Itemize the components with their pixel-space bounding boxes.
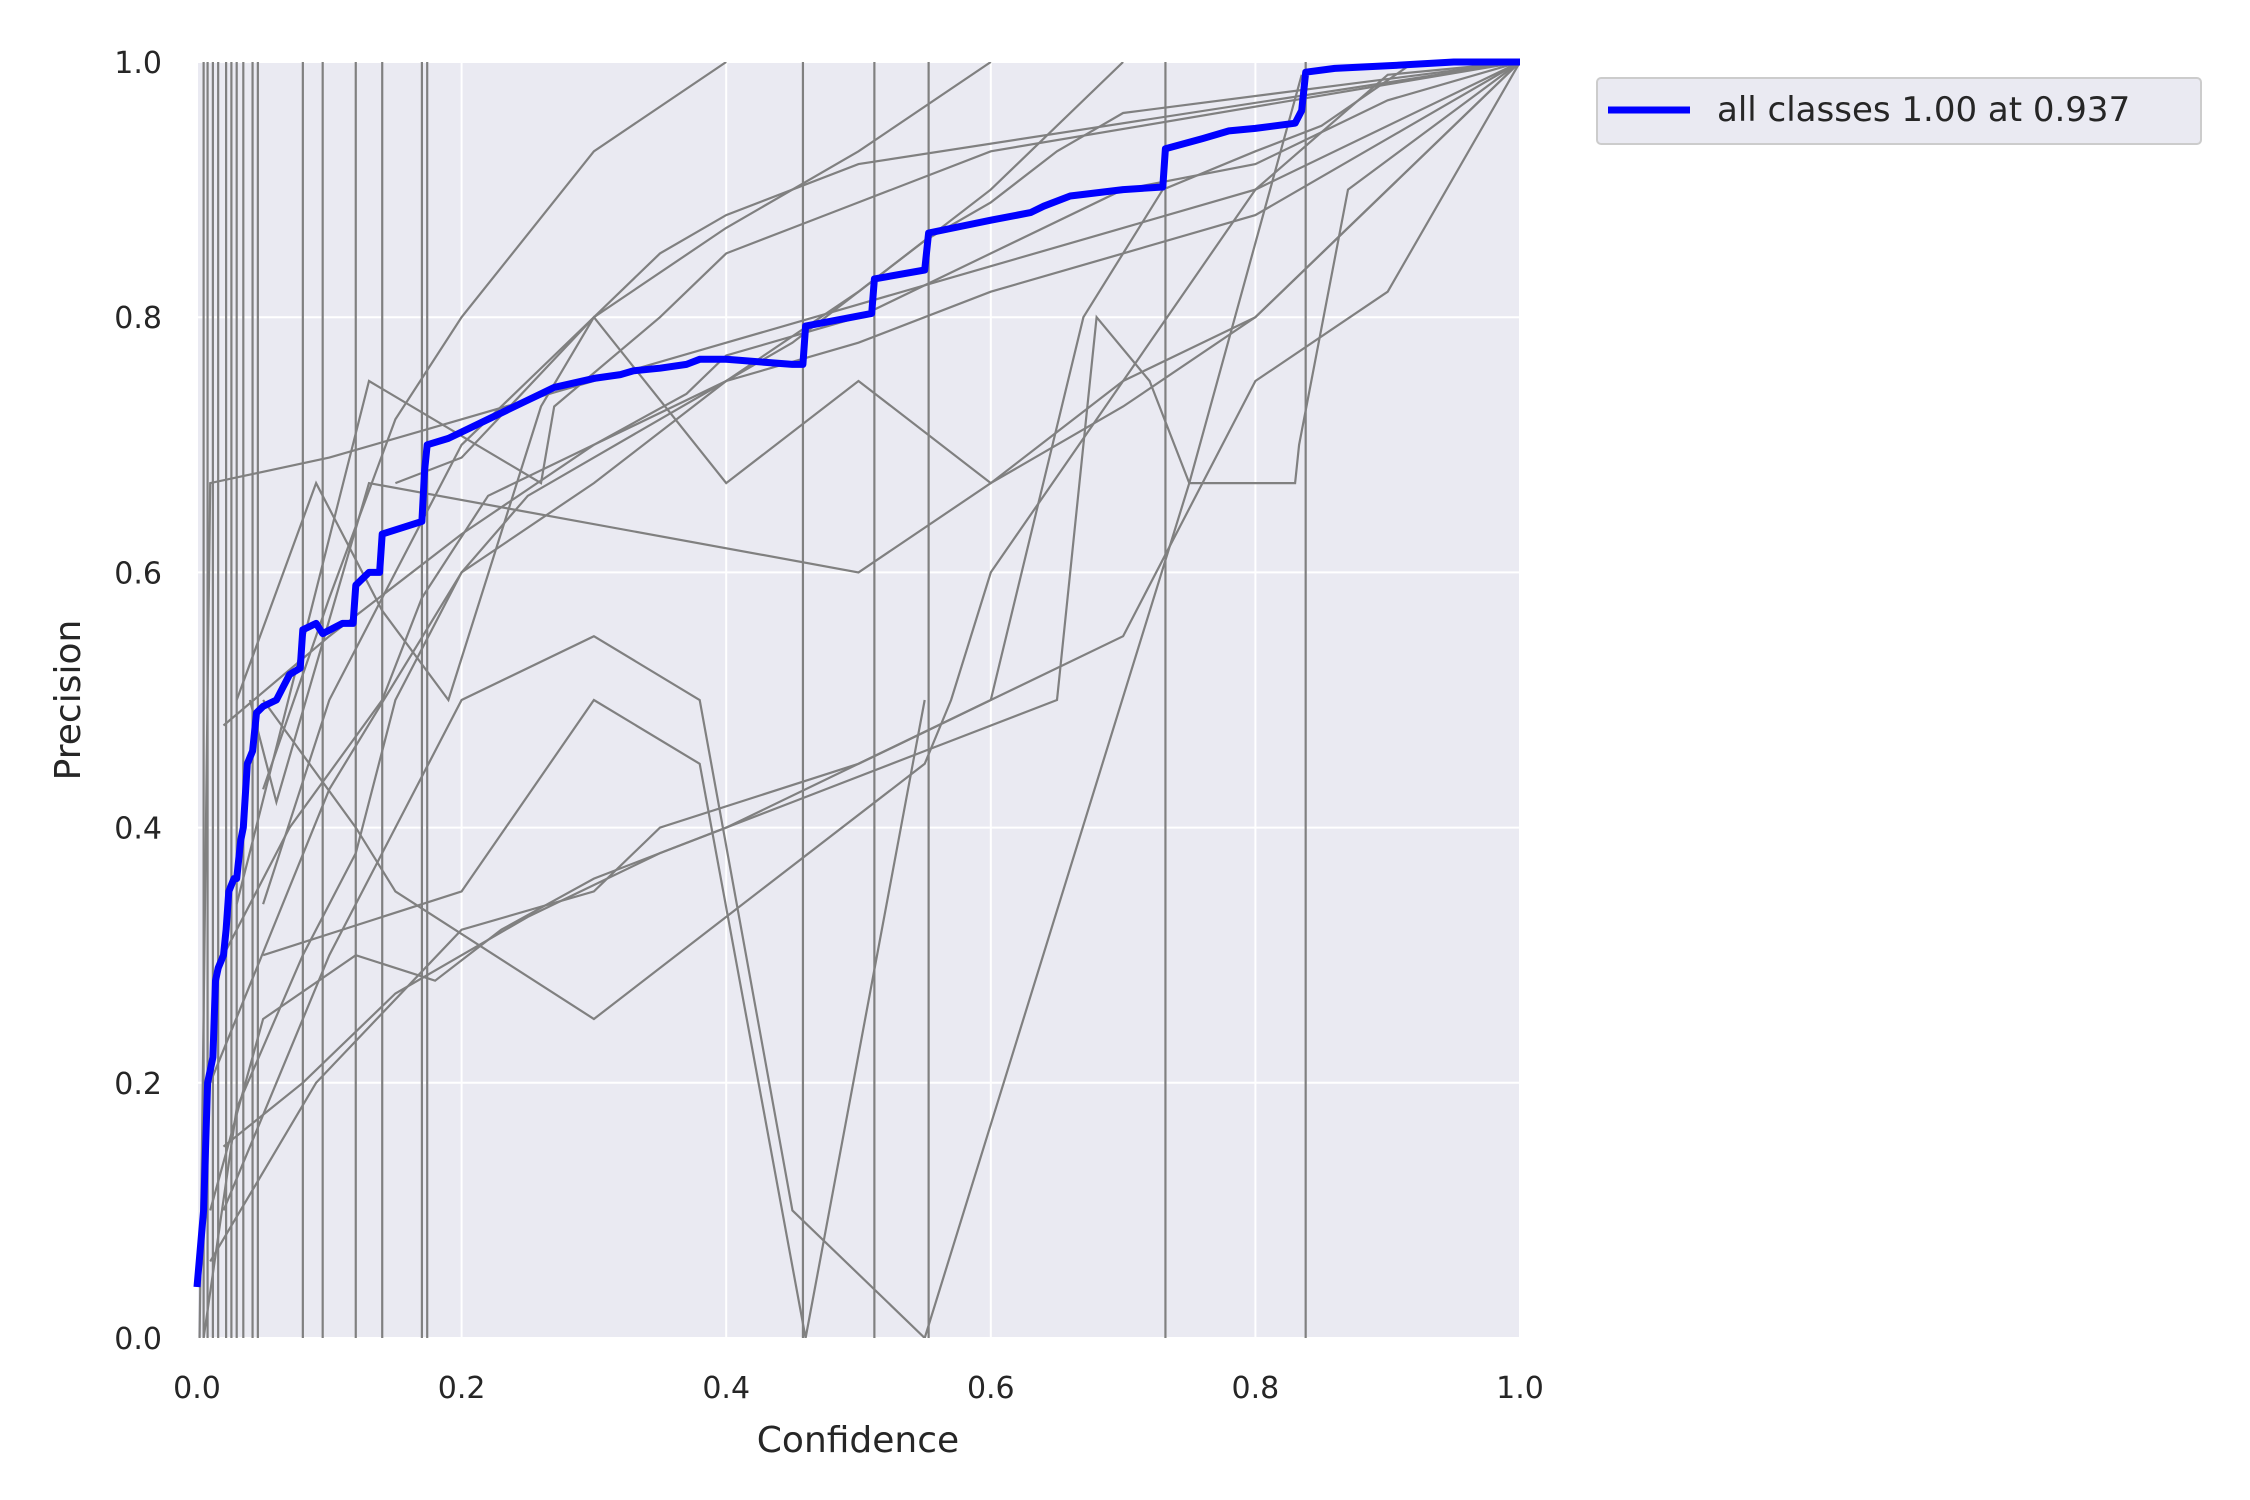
class-curve-15 <box>209 62 1520 1262</box>
y-tick-label: 0.4 <box>114 812 162 847</box>
class-curve-3 <box>222 62 1520 727</box>
y-tick-label: 0.0 <box>114 1322 162 1357</box>
class-curve-13 <box>222 62 1520 1148</box>
x-axis-label: Confidence <box>757 1420 959 1461</box>
x-tick-labels: 0.0 0.2 0.4 0.6 0.8 1.0 <box>173 1371 1544 1406</box>
y-tick-label: 0.8 <box>114 301 162 336</box>
x-tick-label: 1.0 <box>1496 1371 1544 1406</box>
class-curve-14 <box>262 62 1520 1021</box>
class-curve-11 <box>248 62 1520 807</box>
legend-box <box>1596 77 2202 145</box>
x-tick-label: 0.0 <box>173 1371 221 1406</box>
class-curve-8 <box>222 62 1520 956</box>
y-tick-label: 0.2 <box>114 1067 162 1102</box>
x-tick-label: 0.4 <box>702 1371 750 1406</box>
class-curve-17 <box>222 74 1303 1338</box>
y-tick-label: 0.6 <box>114 556 162 591</box>
legend-label-all-classes: all classes 1.00 at 0.937 <box>1717 90 2130 130</box>
y-tick-label: 1.0 <box>114 46 162 81</box>
legend: all classes 1.00 at 0.937 <box>1596 77 2202 145</box>
x-tick-label: 0.2 <box>438 1371 486 1406</box>
all-classes-curve <box>193 58 1520 1288</box>
all-classes-line <box>193 58 1520 1288</box>
x-tick-label: 0.6 <box>967 1371 1015 1406</box>
class-curve-4 <box>262 62 992 905</box>
class-curve-16 <box>262 698 926 1338</box>
class-curve-1 <box>198 62 1520 1338</box>
x-tick-label: 0.8 <box>1232 1371 1280 1406</box>
y-tick-labels: 0.0 0.2 0.4 0.6 0.8 1.0 <box>114 46 162 1357</box>
class-vertical-lines <box>202 62 1307 1338</box>
y-axis-label: Precision <box>48 620 89 781</box>
